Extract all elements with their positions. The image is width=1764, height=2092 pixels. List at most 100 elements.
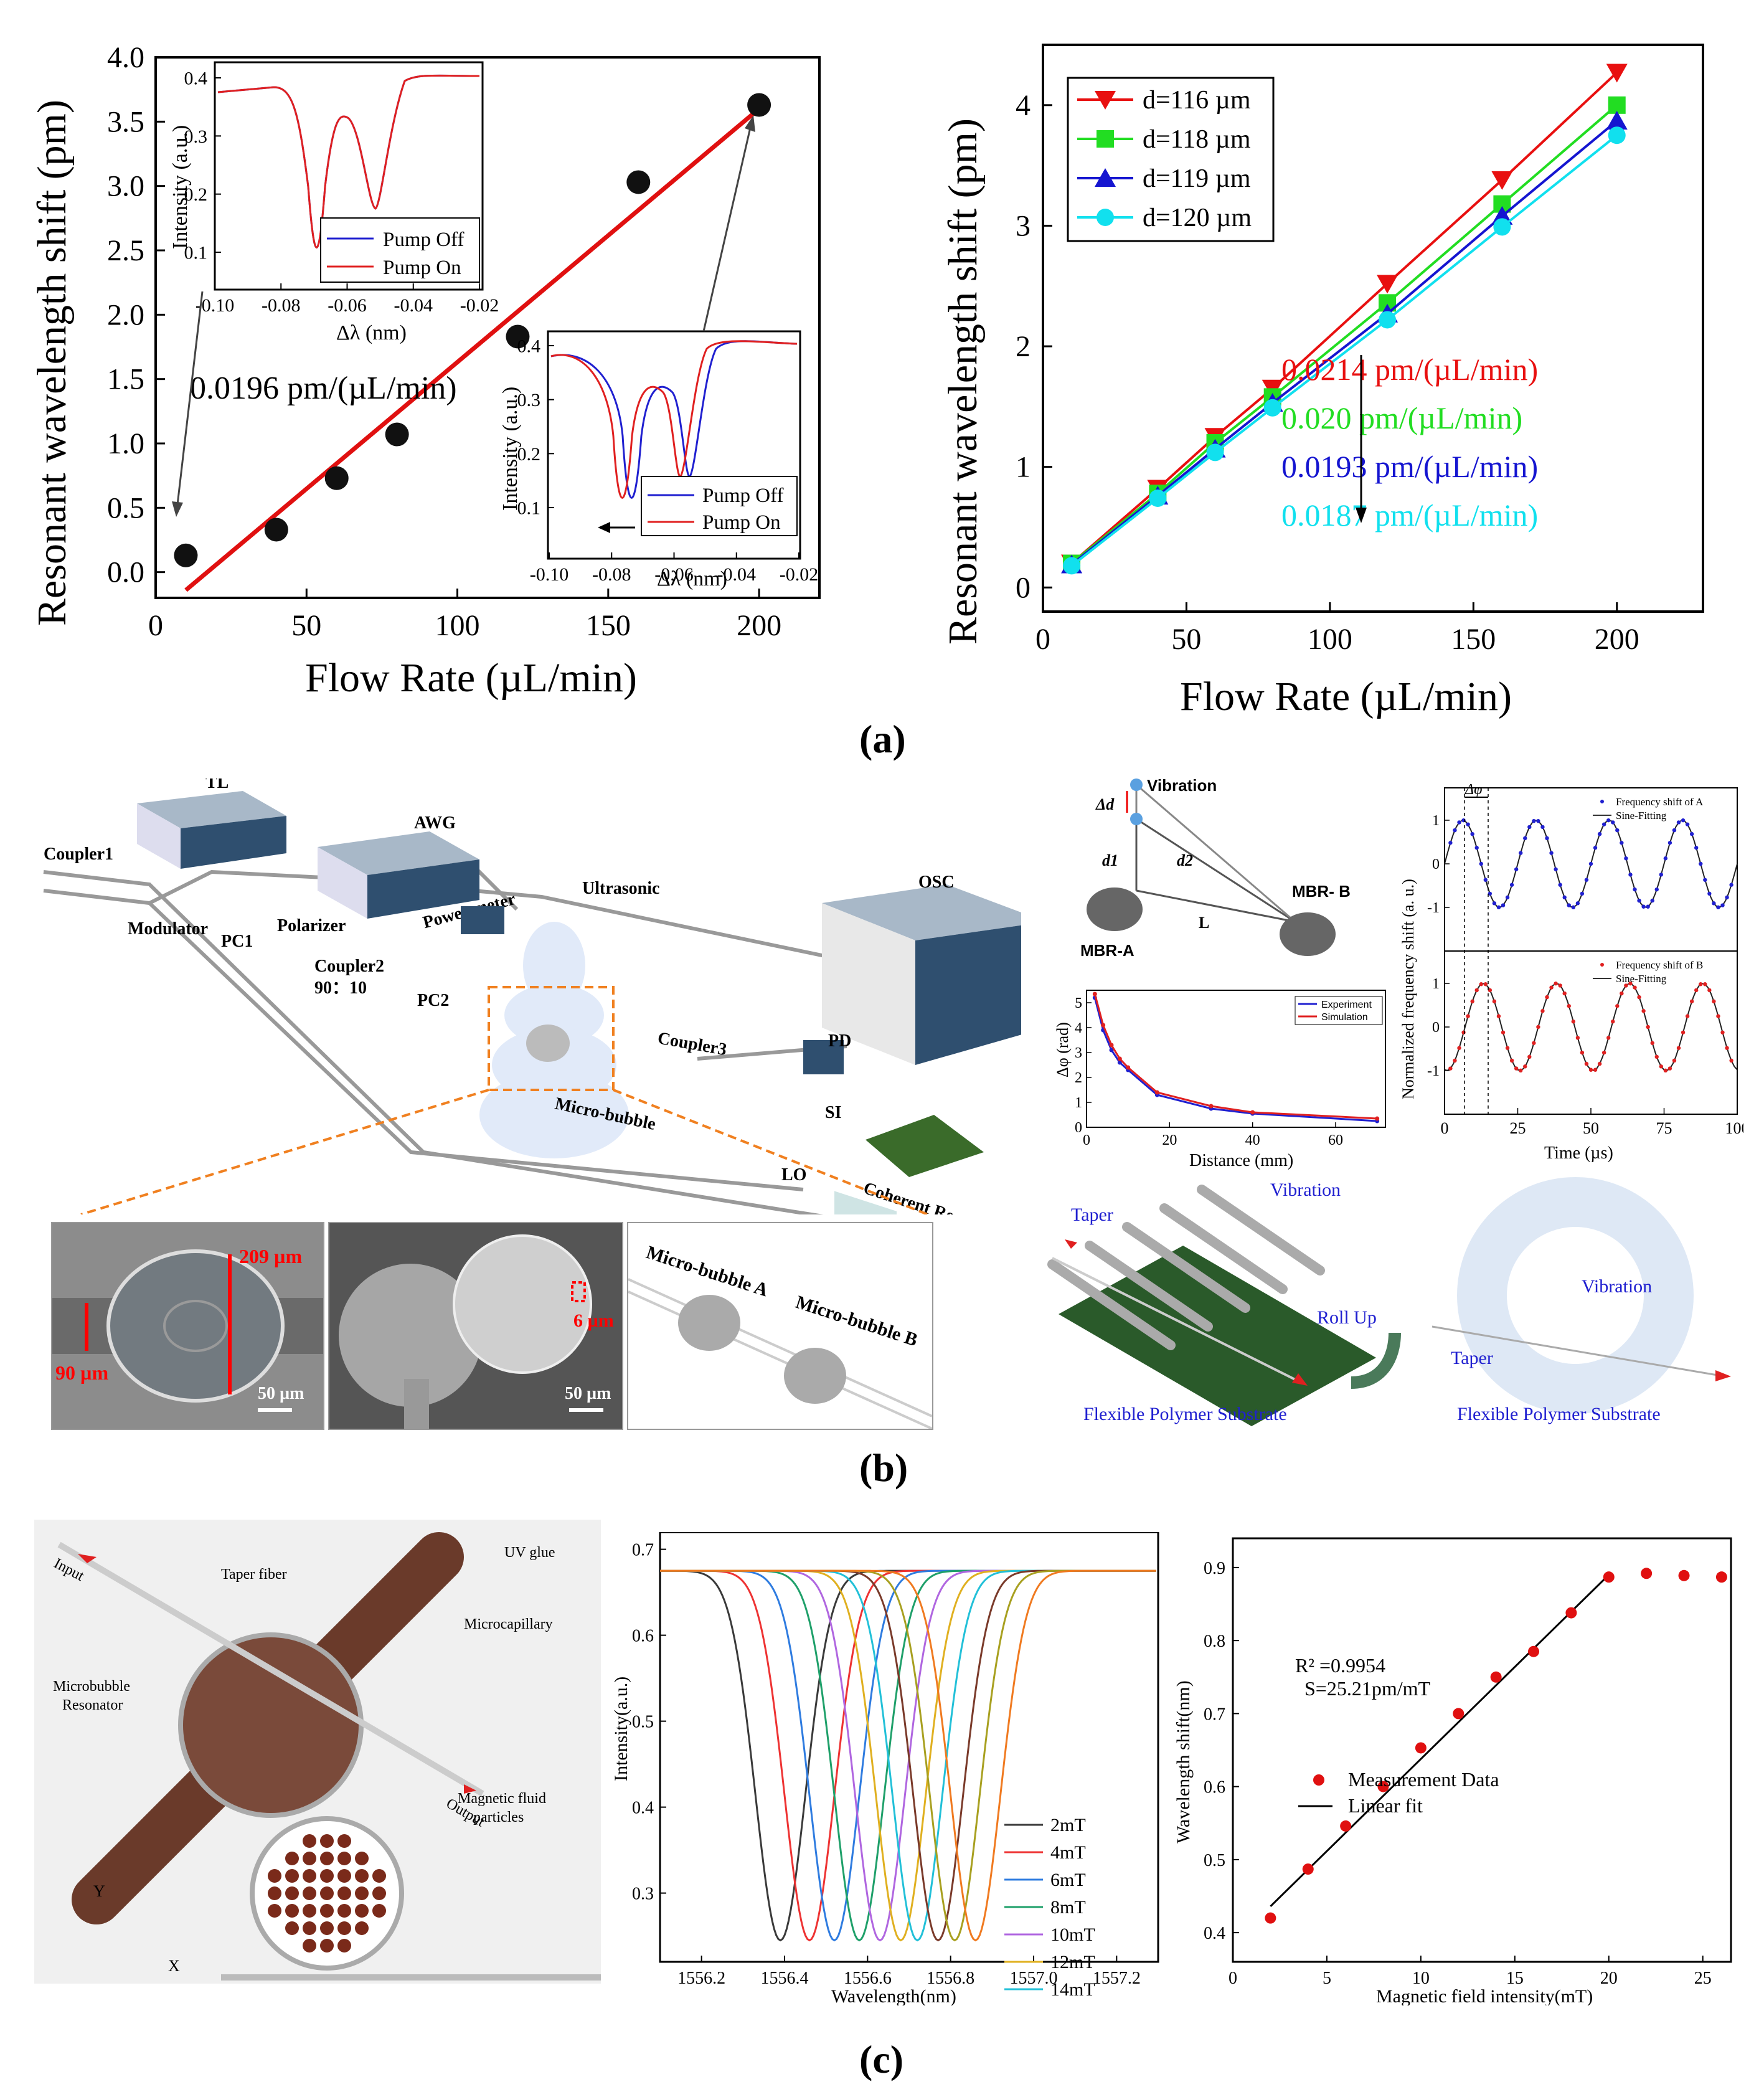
magnetic-particle xyxy=(337,1886,351,1900)
b-freq-a-pt xyxy=(1488,891,1493,896)
b-freq-b-pt xyxy=(1580,1050,1585,1055)
b-phase-point-1-5 xyxy=(1154,1090,1159,1095)
a-right-slope-0: 0.0214 pm/(µL/min) xyxy=(1281,352,1538,387)
b-freq-xtick-4: 100 xyxy=(1725,1119,1744,1137)
b-freq-b-pt xyxy=(1492,999,1497,1004)
polarizer-label: Polarizer xyxy=(277,916,346,935)
device-illustration: Input Output Taper fiber UV glue Microca… xyxy=(34,1520,601,1984)
b-phase-xtick-2: 40 xyxy=(1245,1132,1260,1148)
c-spectra-legend-0: 2mT xyxy=(1050,1815,1086,1835)
b-freq-b-pt xyxy=(1514,1066,1519,1071)
b-phase-ytick-0: 0 xyxy=(1075,1120,1082,1136)
a-left-xlabel: Flow Rate (µL/min) xyxy=(305,655,637,701)
a-left-point-3 xyxy=(385,422,409,447)
a-right-point-0-6 xyxy=(1606,64,1628,83)
c-shift-xtick-3: 15 xyxy=(1506,1969,1524,1988)
c-shift-xlabel: Magnetic field intensity(mT) xyxy=(1376,1986,1593,2005)
c-shift-point-7 xyxy=(1528,1645,1540,1657)
tl-instrument xyxy=(137,791,286,869)
inset1-xlabel: Δλ (nm) xyxy=(336,321,407,344)
micrograph-sem: 6 µm 50 µm xyxy=(328,1222,623,1430)
b-freq-b-pt xyxy=(1712,999,1716,1004)
b-freq-a-pt xyxy=(1681,818,1686,823)
magnetic-particle xyxy=(285,1904,299,1918)
a-left-point-5 xyxy=(626,170,651,194)
a-right-legend-marker-0 xyxy=(1095,91,1116,110)
b-phase-point-1-7 xyxy=(1250,1110,1255,1115)
a-right-point-3-6 xyxy=(1608,126,1626,144)
c-shift-point-5 xyxy=(1453,1708,1464,1720)
b-freq-a-pt xyxy=(1707,891,1712,896)
b-freq-a-pt xyxy=(1637,898,1641,903)
chart-a-right: 0 50 100 150 200 0 1 2 3 4 Resonant wavelength sh… xyxy=(940,44,1704,719)
c-spectra-legend-3: 8mT xyxy=(1050,1897,1086,1918)
a-right-xtick-3: 150 xyxy=(1451,623,1496,656)
b-freq-b-pt xyxy=(1707,988,1712,993)
c-shift-ytick-4: 0.8 xyxy=(1204,1632,1225,1651)
b-freq-a-pt xyxy=(1650,898,1654,903)
b-freq-b-pt xyxy=(1532,1041,1536,1045)
magnetic-particle xyxy=(320,1904,334,1918)
a-right-ytick-3: 3 xyxy=(1016,209,1031,242)
c-shift-ytick-2: 0.6 xyxy=(1204,1778,1225,1797)
diameter-209: 209 µm xyxy=(239,1245,303,1267)
a-right-slope-2: 0.0193 pm/(µL/min) xyxy=(1281,449,1538,484)
a-left-ytick-5: 2.5 xyxy=(107,234,144,267)
ratio-label: 90：10 xyxy=(314,978,367,998)
flex-substrate-2: Flexible Polymer Substrate xyxy=(1457,1404,1661,1424)
b-freq-legend-b: Frequency shift of B xyxy=(1616,959,1703,971)
chart-c-spectra: 1556.2 1556.4 1556.6 1556.8 1557.0 1557.2 0.3 0… xyxy=(611,1532,1159,2005)
inset1-ytick-2: 0.3 xyxy=(184,126,208,147)
b-freq-b-pt xyxy=(1628,981,1633,986)
magnetic-particle xyxy=(303,1939,316,1952)
magnetic-particle xyxy=(355,1921,369,1935)
b-freq-b-pt xyxy=(1720,1030,1725,1034)
b-phase-point-0-3 xyxy=(1117,1060,1122,1065)
b-freq-b-pt xyxy=(1588,1067,1593,1072)
tl-label: TL xyxy=(205,779,229,792)
a-right-legend-marker-1 xyxy=(1097,130,1114,148)
delta-d-label: Δd xyxy=(1095,795,1115,813)
c-spectra-legend-6: 14mT xyxy=(1050,1979,1095,2000)
b-freq-a-pt xyxy=(1554,867,1558,871)
axis-y: Y xyxy=(93,1882,105,1900)
micrograph-dual-bubble: Micro-bubble A Micro-bubble B xyxy=(627,1222,933,1430)
b-freq-xtick-3: 75 xyxy=(1656,1119,1672,1137)
b-phase-ytick-5: 5 xyxy=(1075,995,1082,1011)
b-phase-ylabel: Δφ (rad) xyxy=(1054,1022,1072,1077)
a-left-ylabel: Resonant wavelength shift (pm) xyxy=(29,100,75,626)
c-shift-xtick-0: 0 xyxy=(1229,1969,1237,1988)
b-freq-ytick-0-0: 1 xyxy=(1432,813,1440,829)
a-right-point-0-4 xyxy=(1377,275,1398,294)
flex-substrate: Flexible Polymer Substrate xyxy=(1083,1404,1287,1424)
ultrasonic-label: Ultrasonic xyxy=(582,879,659,898)
device-taper-fiber: Taper fiber xyxy=(221,1566,287,1583)
b-freq-a-pt xyxy=(1492,901,1497,906)
magnetic-particle xyxy=(268,1904,281,1918)
b-freq-xtick-0: 0 xyxy=(1441,1119,1449,1137)
flexible-substrate: Taper Vibration Roll Up Flexible Polymer… xyxy=(1047,1177,1731,1426)
inset2-legend-off: Pump Off xyxy=(702,485,784,507)
c-spectra-xlabel: Wavelength(nm) xyxy=(831,1986,956,2005)
b-phase-point-1-4 xyxy=(1126,1065,1131,1070)
b-freq-legend-a-fit: Sine-Fitting xyxy=(1616,810,1667,821)
c-spectra-legend-5: 12mT xyxy=(1050,1952,1095,1972)
b-freq-a-pt xyxy=(1479,861,1483,866)
b-freq-a-pt xyxy=(1597,831,1602,836)
b-freq-b-pt xyxy=(1479,982,1483,987)
b-freq-b-pt xyxy=(1519,1068,1523,1073)
b-freq-a-pt xyxy=(1663,856,1668,861)
d1-label: d1 xyxy=(1102,851,1118,869)
b-freq-a-pt xyxy=(1615,828,1620,833)
b-freq-b-pt xyxy=(1654,1054,1659,1059)
c-shift-xtick-4: 20 xyxy=(1600,1969,1618,1988)
b-freq-b-pt xyxy=(1496,1014,1501,1018)
inset2-pump-off-line xyxy=(550,340,798,499)
b-phase-ytick-2: 2 xyxy=(1075,1070,1082,1086)
b-freq-b-pt xyxy=(1689,999,1694,1004)
magnetic-particle xyxy=(285,1921,299,1935)
a-right-point-3-2 xyxy=(1206,443,1224,461)
chart-b-freq: 0 25 50 75 100 1 0 -1 1 0 -1 Δφ Frequency shift of… xyxy=(1399,782,1744,1163)
coupler1-label: Coupler1 xyxy=(44,845,113,864)
b-freq-a-pt xyxy=(1725,895,1729,900)
